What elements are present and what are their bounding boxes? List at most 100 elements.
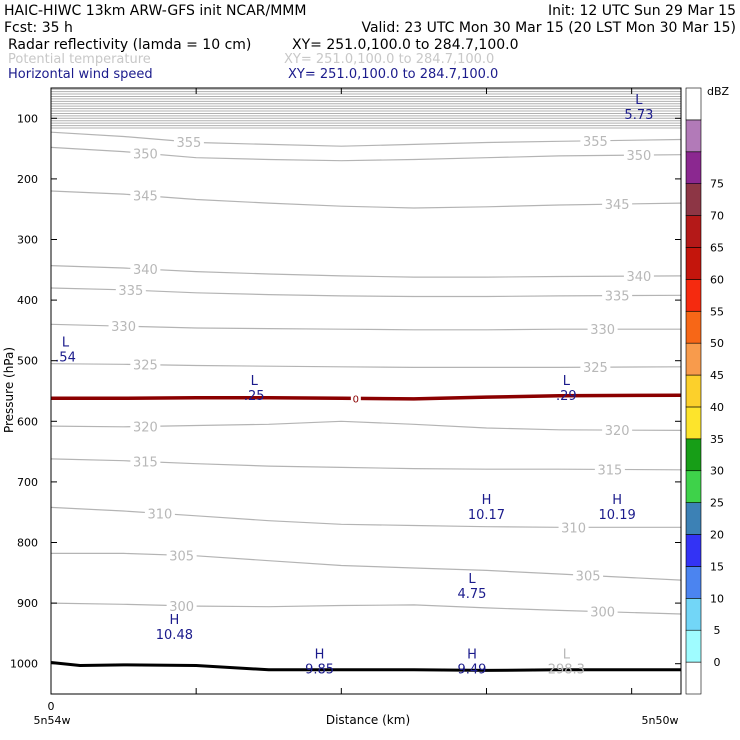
wind-extremum-value-1: .54: [55, 351, 76, 366]
theta-extremum-value-0: 298.3: [548, 663, 585, 678]
theta-contour-305: [51, 552, 682, 581]
theta-label-bg-345-1: [602, 197, 633, 212]
colorbar-box-15: [685, 183, 702, 216]
freezing-label-bg: [350, 392, 361, 405]
y-axis: 100 200 300 400 500 600 700 800 900 1000: [10, 112, 681, 671]
wind-extremum-value-5: 10.19: [599, 508, 636, 523]
theta-label-335-1: 335: [605, 290, 630, 305]
colorbar-label-70: 70: [710, 210, 724, 223]
colorbar-label-5: 5: [714, 624, 721, 637]
wind-extremum-symbol-4: H: [482, 493, 492, 508]
theta-label-300-1: 300: [590, 606, 615, 621]
y-tick-label-100: 100: [17, 112, 38, 125]
colorbar-box-14: [685, 215, 702, 248]
colorbar-box-5: [685, 502, 702, 535]
terrain-group: [50, 661, 681, 694]
field2-name: Potential temperature: [8, 52, 151, 67]
terrain-line: [50, 661, 681, 672]
header-title: HAIC-HIWC 13km ARW-GFS init NCAR/MMM: [4, 3, 306, 19]
theta-label-bg-350-1: [623, 148, 654, 163]
theta-label-350-0: 350: [133, 147, 158, 162]
theta-label-315-1: 315: [597, 463, 622, 478]
colorbar-label-10: 10: [710, 592, 724, 605]
wind-extremum-value-6: 4.75: [457, 587, 486, 602]
wind-extremum-symbol-5: H: [612, 493, 622, 508]
y-axis-title: Pressure (hPa): [2, 347, 16, 433]
colorbar-box-8: [685, 406, 702, 440]
y-tick-label-900: 900: [17, 597, 38, 610]
theta-label-bg-335-1: [602, 288, 633, 303]
theta-label-bg-345-0: [130, 188, 161, 203]
wind-extremum-value-0: 5.73: [624, 108, 653, 123]
colorbar-box-10: [685, 342, 702, 376]
colorbar-box-4: [685, 534, 702, 567]
wind-extrema-labels: L5.73L.54L.25L.29H10.17H10.19L4.75H10.48…: [55, 93, 653, 677]
colorbar-label-20: 20: [710, 529, 724, 542]
y-tick-label-700: 700: [17, 476, 38, 489]
colorbar-box-6: [685, 470, 702, 503]
colorbar-label-40: 40: [710, 401, 724, 414]
x-right-location-label: 5n50w: [642, 714, 679, 727]
y-tick-label-200: 200: [17, 173, 38, 186]
theta-extremum-symbol-0: L: [563, 648, 571, 663]
freezing-level-group: 0: [51, 392, 682, 405]
theta-label-bg-305-1: [573, 568, 604, 583]
y-tick-label-1000: 1000: [10, 658, 38, 671]
theta-label-340-0: 340: [133, 263, 158, 278]
colorbar-label-25: 25: [710, 497, 724, 510]
theta-label-305-0: 305: [169, 549, 194, 564]
theta-label-355-1: 355: [583, 135, 608, 150]
y-tick-label-400: 400: [17, 294, 38, 307]
x-tick-start-label: 0: [48, 700, 55, 713]
theta-label-330-0: 330: [111, 320, 136, 335]
wind-extremum-value-4: 10.17: [468, 508, 505, 523]
colorbar-box-2: [685, 598, 702, 631]
theta-label-350-1: 350: [626, 149, 651, 164]
field2-xy: XY= 251.0,100.0 to 284.7,100.0: [284, 52, 494, 67]
y-tick-label-600: 600: [17, 415, 38, 428]
wind-extremum-value-3: .29: [556, 389, 577, 404]
theta-label-bg-300-1: [587, 604, 618, 619]
x-axis: [50, 88, 633, 694]
x-axis-title: Distance (km): [326, 713, 410, 727]
colorbar-label-60: 60: [710, 273, 724, 286]
wind-extremum-symbol-7: H: [169, 613, 179, 628]
theta-label-330-1: 330: [590, 323, 615, 338]
colorbar-label-30: 30: [710, 465, 724, 478]
colorbar-box-18: [685, 87, 702, 121]
field3-name: Horizontal wind speed: [8, 67, 153, 82]
theta-label-bg-355-1: [580, 133, 611, 148]
colorbar-box-12: [685, 279, 702, 312]
y-tick-label-800: 800: [17, 537, 38, 550]
theta-label-320-1: 320: [605, 424, 630, 439]
colorbar-label-15: 15: [710, 560, 724, 573]
theta-label-340-1: 340: [626, 270, 651, 285]
wind-extremum-value-2: .25: [244, 389, 265, 404]
theta-label-bg-315-1: [594, 462, 625, 477]
reflectivity-colorbar: 0 5 10 15 20 25 30 35 40 45 50 55 60 65 70 75: [685, 87, 724, 695]
colorbar-box-13: [685, 247, 702, 280]
theta-label-355-0: 355: [176, 136, 201, 151]
colorbar-label-0: 0: [714, 656, 721, 669]
theta-label-bg-330-1: [587, 322, 618, 337]
colorbar-label-35: 35: [710, 433, 724, 446]
y-tick-label-500: 500: [17, 355, 38, 368]
colorbar-box-3: [685, 566, 702, 599]
theta-contour-335: [50, 287, 682, 298]
theta-label-345-1: 345: [605, 198, 630, 213]
theta-label-325-1: 325: [583, 361, 608, 376]
freezing-level-line: [51, 393, 682, 401]
theta-label-345-0: 345: [133, 190, 158, 205]
theta-label-bg-340-0: [130, 262, 161, 277]
theta-label-325-0: 325: [133, 359, 158, 374]
theta-contour-355: [50, 131, 682, 147]
theta-label-bg-315-0: [130, 454, 161, 469]
colorbar-box-17: [685, 119, 702, 153]
wind-extremum-value-7: 10.48: [156, 628, 193, 643]
colorbar-box-16: [685, 151, 702, 184]
theta-label-315-0: 315: [133, 456, 158, 471]
theta-label-335-0: 335: [118, 284, 143, 299]
theta-label-bg-330-0: [108, 319, 139, 334]
field1-name: Radar reflectivity (lamda = 10 cm): [8, 37, 251, 53]
